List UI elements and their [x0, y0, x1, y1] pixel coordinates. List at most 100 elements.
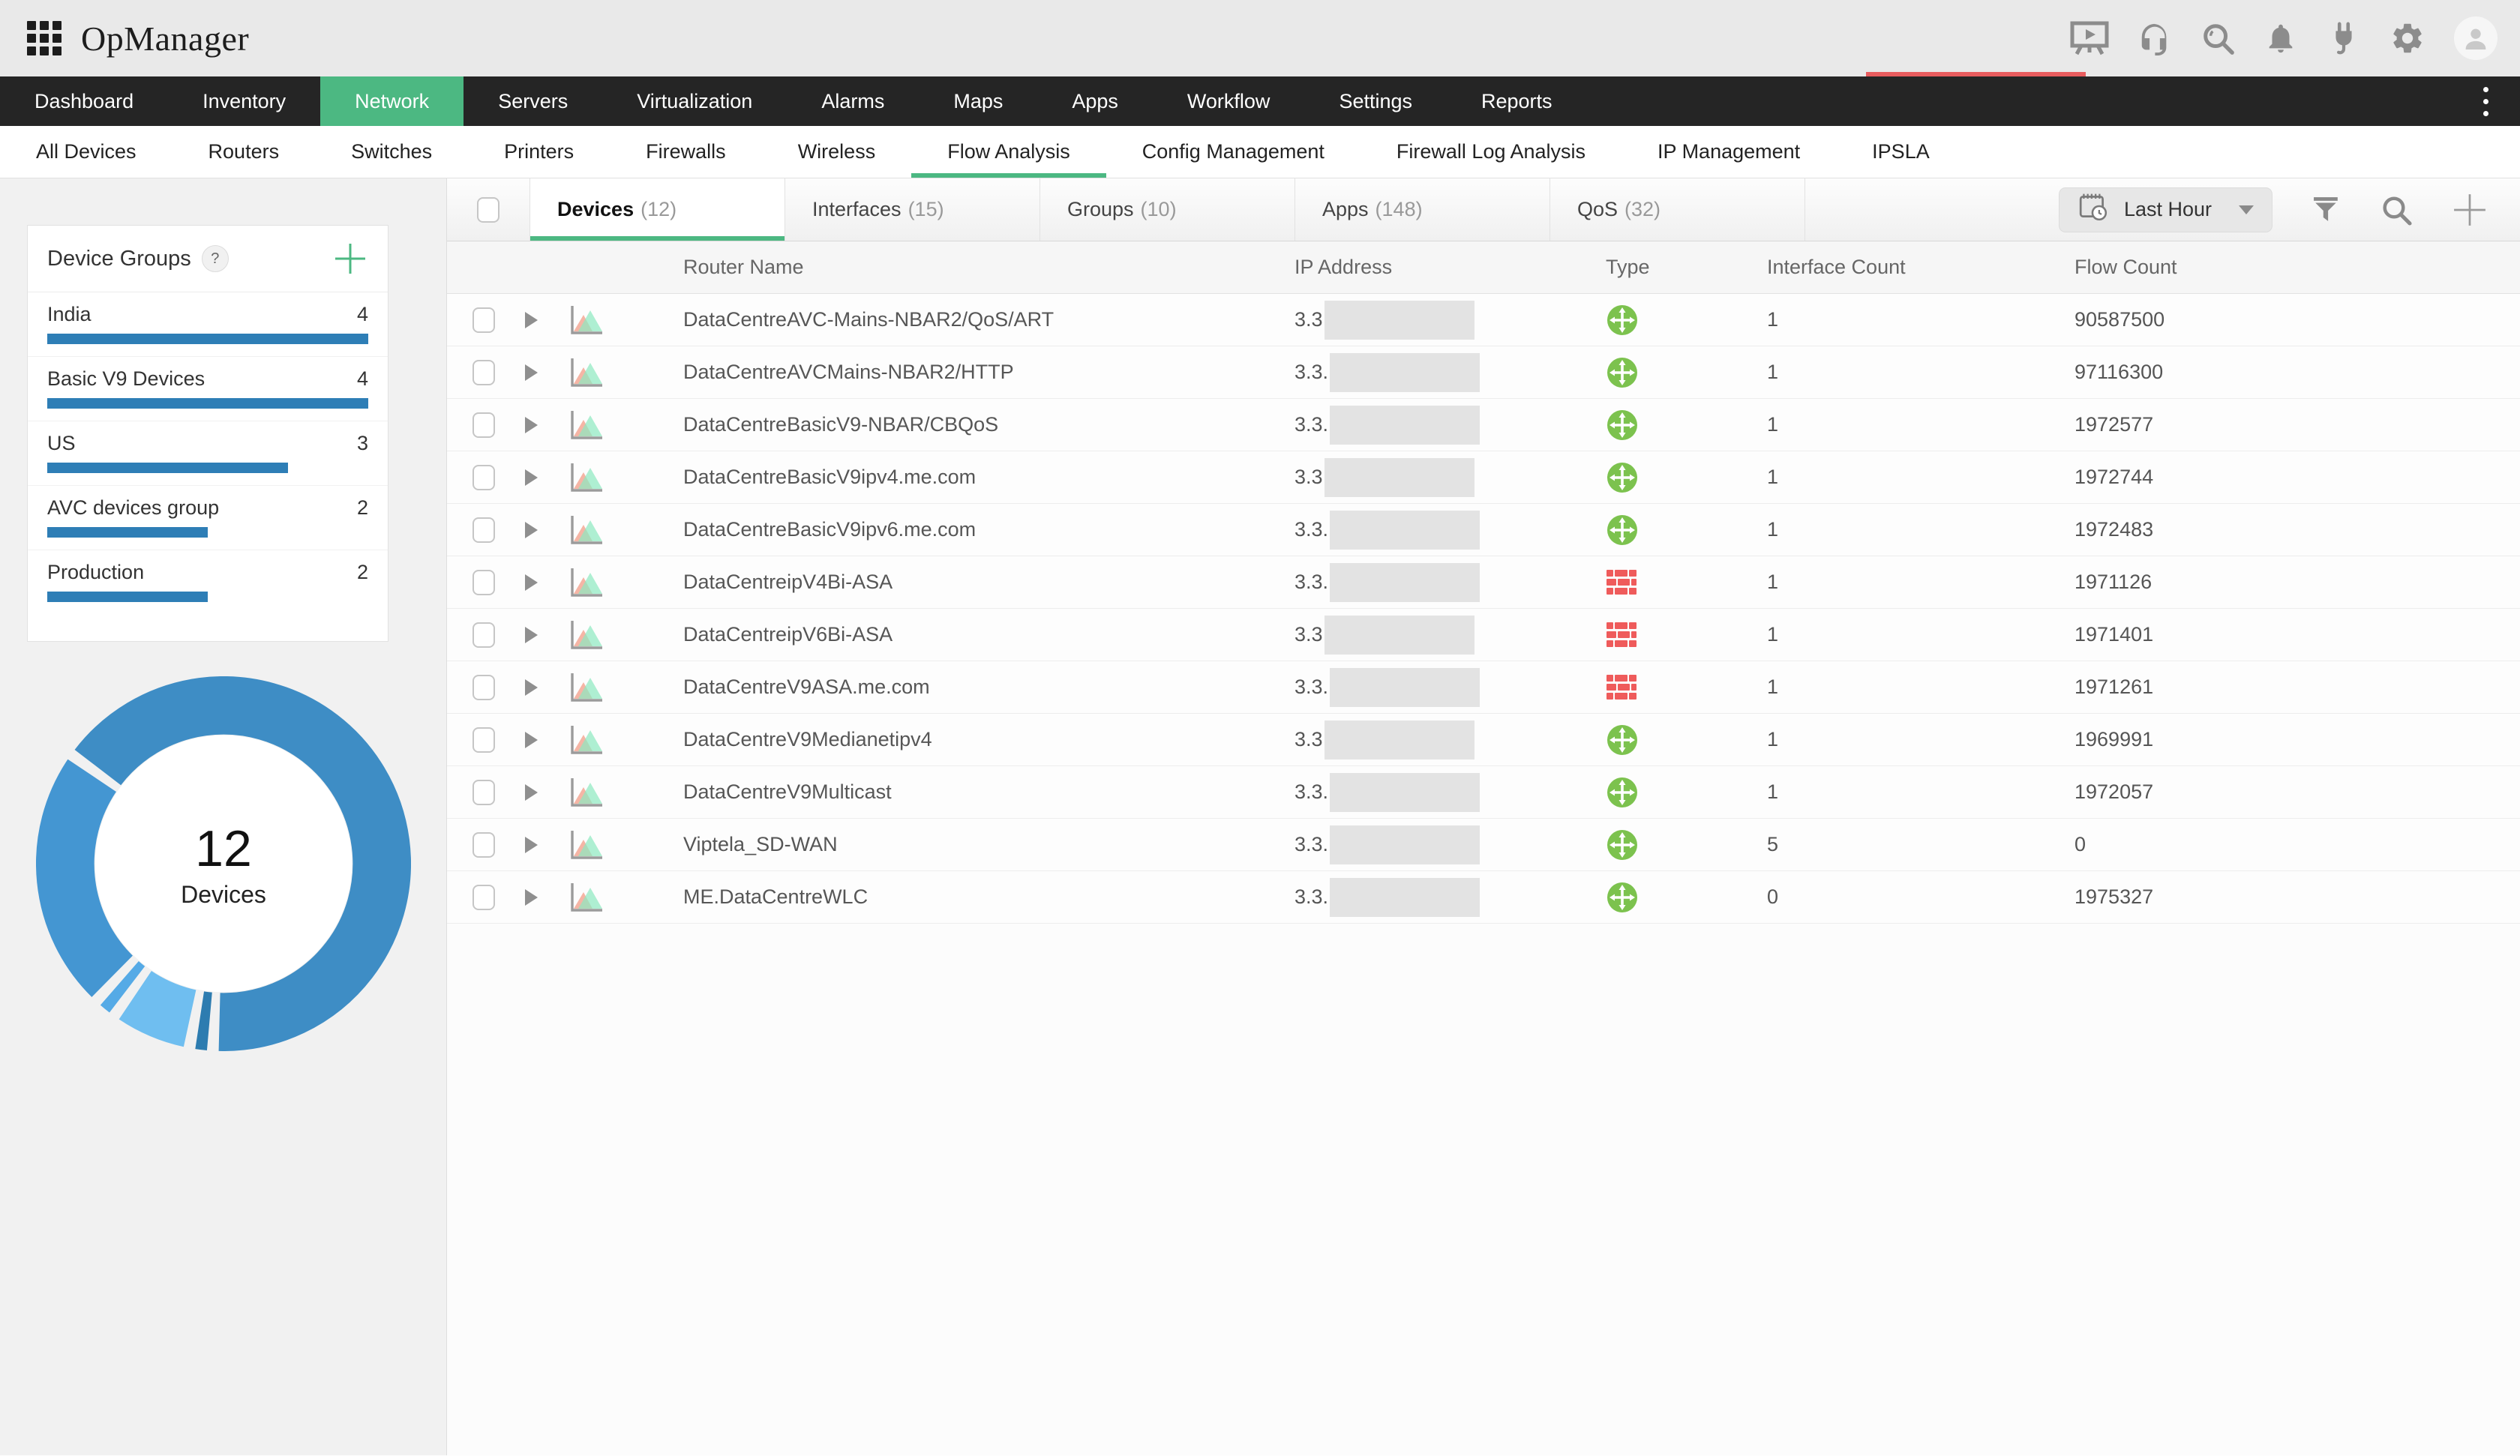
- nav-item-maps[interactable]: Maps: [953, 89, 1004, 112]
- row-checkbox[interactable]: [472, 622, 495, 648]
- add-plus-icon[interactable]: [2452, 193, 2487, 227]
- traffic-chart-thumbnail-icon[interactable]: [567, 724, 683, 756]
- traffic-chart-thumbnail-icon[interactable]: [567, 409, 683, 442]
- table-row[interactable]: Viptela_SD-WAN 3.3. 5 0: [447, 819, 2520, 871]
- row-checkbox[interactable]: [472, 359, 495, 385]
- traffic-chart-thumbnail-icon[interactable]: [567, 566, 683, 599]
- nav-item-dashboard[interactable]: Dashboard: [34, 89, 134, 112]
- expand-arrow-icon[interactable]: [525, 731, 538, 748]
- subnav-item-all-devices[interactable]: All Devices: [36, 140, 136, 163]
- nav-overflow-kebab-icon[interactable]: [2452, 76, 2520, 126]
- traffic-chart-thumbnail-icon[interactable]: [567, 776, 683, 809]
- expand-arrow-icon[interactable]: [525, 574, 538, 591]
- devices-donut-chart[interactable]: 12 Devices: [36, 676, 411, 1051]
- row-checkbox[interactable]: [472, 464, 495, 490]
- nav-item-virtualization[interactable]: Virtualization: [637, 89, 753, 112]
- tab-apps[interactable]: Apps (148): [1295, 178, 1550, 241]
- row-checkbox[interactable]: [472, 884, 495, 910]
- traffic-chart-thumbnail-icon[interactable]: [567, 304, 683, 337]
- expand-arrow-icon[interactable]: [525, 626, 538, 643]
- traffic-chart-thumbnail-icon[interactable]: [567, 881, 683, 914]
- traffic-chart-thumbnail-icon[interactable]: [567, 514, 683, 547]
- nav-item-network[interactable]: Network: [320, 76, 464, 126]
- expand-arrow-icon[interactable]: [525, 783, 538, 801]
- expand-arrow-icon[interactable]: [525, 521, 538, 538]
- row-checkbox[interactable]: [472, 727, 495, 753]
- row-checkbox[interactable]: [472, 517, 495, 543]
- tab-interfaces[interactable]: Interfaces (15): [785, 178, 1040, 241]
- table-row[interactable]: DataCentreBasicV9ipv4.me.com 3.3 1 19727…: [447, 451, 2520, 504]
- nav-item-reports[interactable]: Reports: [1481, 89, 1552, 112]
- router-name-link[interactable]: DataCentreipV6Bi-ASA: [683, 623, 893, 646]
- subnav-item-wireless[interactable]: Wireless: [797, 140, 876, 163]
- row-checkbox[interactable]: [472, 412, 495, 438]
- router-name-link[interactable]: DataCentreV9Medianetipv4: [683, 728, 932, 750]
- traffic-chart-thumbnail-icon[interactable]: [567, 461, 683, 494]
- column-type[interactable]: Type: [1606, 256, 1650, 278]
- router-name-link[interactable]: DataCentreBasicV9ipv4.me.com: [683, 466, 976, 488]
- row-checkbox[interactable]: [472, 569, 495, 595]
- support-headset-icon[interactable]: [2138, 21, 2172, 55]
- settings-gear-icon[interactable]: [2390, 20, 2426, 56]
- device-group-production[interactable]: Production 2: [28, 550, 388, 614]
- subnav-item-flow-analysis[interactable]: Flow Analysis: [911, 126, 1106, 178]
- subnav-item-ip-management[interactable]: IP Management: [1658, 140, 1801, 163]
- table-row[interactable]: ME.DataCentreWLC 3.3. 0 1975327: [447, 871, 2520, 924]
- device-group-avc-devices-group[interactable]: AVC devices group 2: [28, 485, 388, 550]
- expand-arrow-icon[interactable]: [525, 416, 538, 433]
- row-checkbox[interactable]: [472, 307, 495, 333]
- subnav-item-firewall-log-analysis[interactable]: Firewall Log Analysis: [1396, 140, 1586, 163]
- table-row[interactable]: DataCentreBasicV9ipv6.me.com 3.3. 1 1972…: [447, 504, 2520, 556]
- router-name-link[interactable]: Viptela_SD-WAN: [683, 833, 838, 855]
- traffic-chart-thumbnail-icon[interactable]: [567, 619, 683, 652]
- router-name-link[interactable]: DataCentreAVCMains-NBAR2/HTTP: [683, 361, 1014, 383]
- tab-qos[interactable]: QoS (32): [1550, 178, 1805, 241]
- router-name-link[interactable]: DataCentreipV4Bi-ASA: [683, 571, 893, 593]
- device-group-basic-v9-devices[interactable]: Basic V9 Devices 4: [28, 356, 388, 421]
- table-row[interactable]: DataCentreBasicV9-NBAR/CBQoS 3.3. 1 1972…: [447, 399, 2520, 451]
- expand-arrow-icon[interactable]: [525, 836, 538, 853]
- traffic-chart-thumbnail-icon[interactable]: [567, 671, 683, 704]
- expand-arrow-icon[interactable]: [525, 888, 538, 906]
- router-name-link[interactable]: DataCentreV9Multicast: [683, 780, 892, 803]
- traffic-chart-thumbnail-icon[interactable]: [567, 828, 683, 861]
- tab-devices[interactable]: Devices (12): [530, 178, 785, 241]
- table-row[interactable]: DataCentreAVCMains-NBAR2/HTTP 3.3. 1 971…: [447, 346, 2520, 399]
- row-checkbox[interactable]: [472, 831, 495, 858]
- notifications-bell-icon[interactable]: [2264, 21, 2298, 55]
- table-row[interactable]: DataCentreipV6Bi-ASA 3.3 1 1971401: [447, 609, 2520, 661]
- table-row[interactable]: DataCentreV9ASA.me.com 3.3. 1 1971261: [447, 661, 2520, 714]
- table-row[interactable]: DataCentreV9Multicast 3.3. 1 1972057: [447, 766, 2520, 819]
- nav-item-apps[interactable]: Apps: [1072, 89, 1118, 112]
- column-flow-count[interactable]: Flow Count: [2074, 256, 2177, 278]
- integrations-plug-icon[interactable]: [2326, 21, 2361, 55]
- expand-arrow-icon[interactable]: [525, 469, 538, 486]
- router-name-link[interactable]: ME.DataCentreWLC: [683, 885, 868, 908]
- filter-funnel-icon[interactable]: [2313, 196, 2340, 223]
- router-name-link[interactable]: DataCentreAVC-Mains-NBAR2/QoS/ART: [683, 308, 1054, 331]
- subnav-item-ipsla[interactable]: IPSLA: [1872, 140, 1930, 163]
- nav-item-alarms[interactable]: Alarms: [821, 89, 885, 112]
- router-name-link[interactable]: DataCentreV9ASA.me.com: [683, 676, 930, 698]
- column-ip-address[interactable]: IP Address: [1294, 256, 1393, 278]
- select-all-checkbox[interactable]: [477, 196, 500, 223]
- subnav-item-routers[interactable]: Routers: [208, 140, 280, 163]
- device-group-us[interactable]: US 3: [28, 421, 388, 485]
- nav-item-inventory[interactable]: Inventory: [202, 89, 286, 112]
- expand-arrow-icon[interactable]: [525, 364, 538, 381]
- column-interface-count[interactable]: Interface Count: [1767, 256, 1906, 278]
- row-checkbox[interactable]: [472, 674, 495, 700]
- table-row[interactable]: DataCentreAVC-Mains-NBAR2/QoS/ART 3.3 1 …: [447, 294, 2520, 346]
- user-avatar[interactable]: [2454, 16, 2498, 60]
- expand-arrow-icon[interactable]: [525, 311, 538, 328]
- subnav-item-firewalls[interactable]: Firewalls: [646, 140, 726, 163]
- table-row[interactable]: DataCentreipV4Bi-ASA 3.3. 1 1971126: [447, 556, 2520, 609]
- tab-groups[interactable]: Groups (10): [1040, 178, 1295, 241]
- router-name-link[interactable]: DataCentreBasicV9ipv6.me.com: [683, 518, 976, 541]
- nav-item-servers[interactable]: Servers: [498, 89, 568, 112]
- add-device-group-button[interactable]: [332, 241, 368, 277]
- subnav-item-config-management[interactable]: Config Management: [1142, 140, 1324, 163]
- nav-item-workflow[interactable]: Workflow: [1186, 89, 1270, 112]
- column-router-name[interactable]: Router Name: [683, 256, 804, 278]
- subnav-item-switches[interactable]: Switches: [351, 140, 433, 163]
